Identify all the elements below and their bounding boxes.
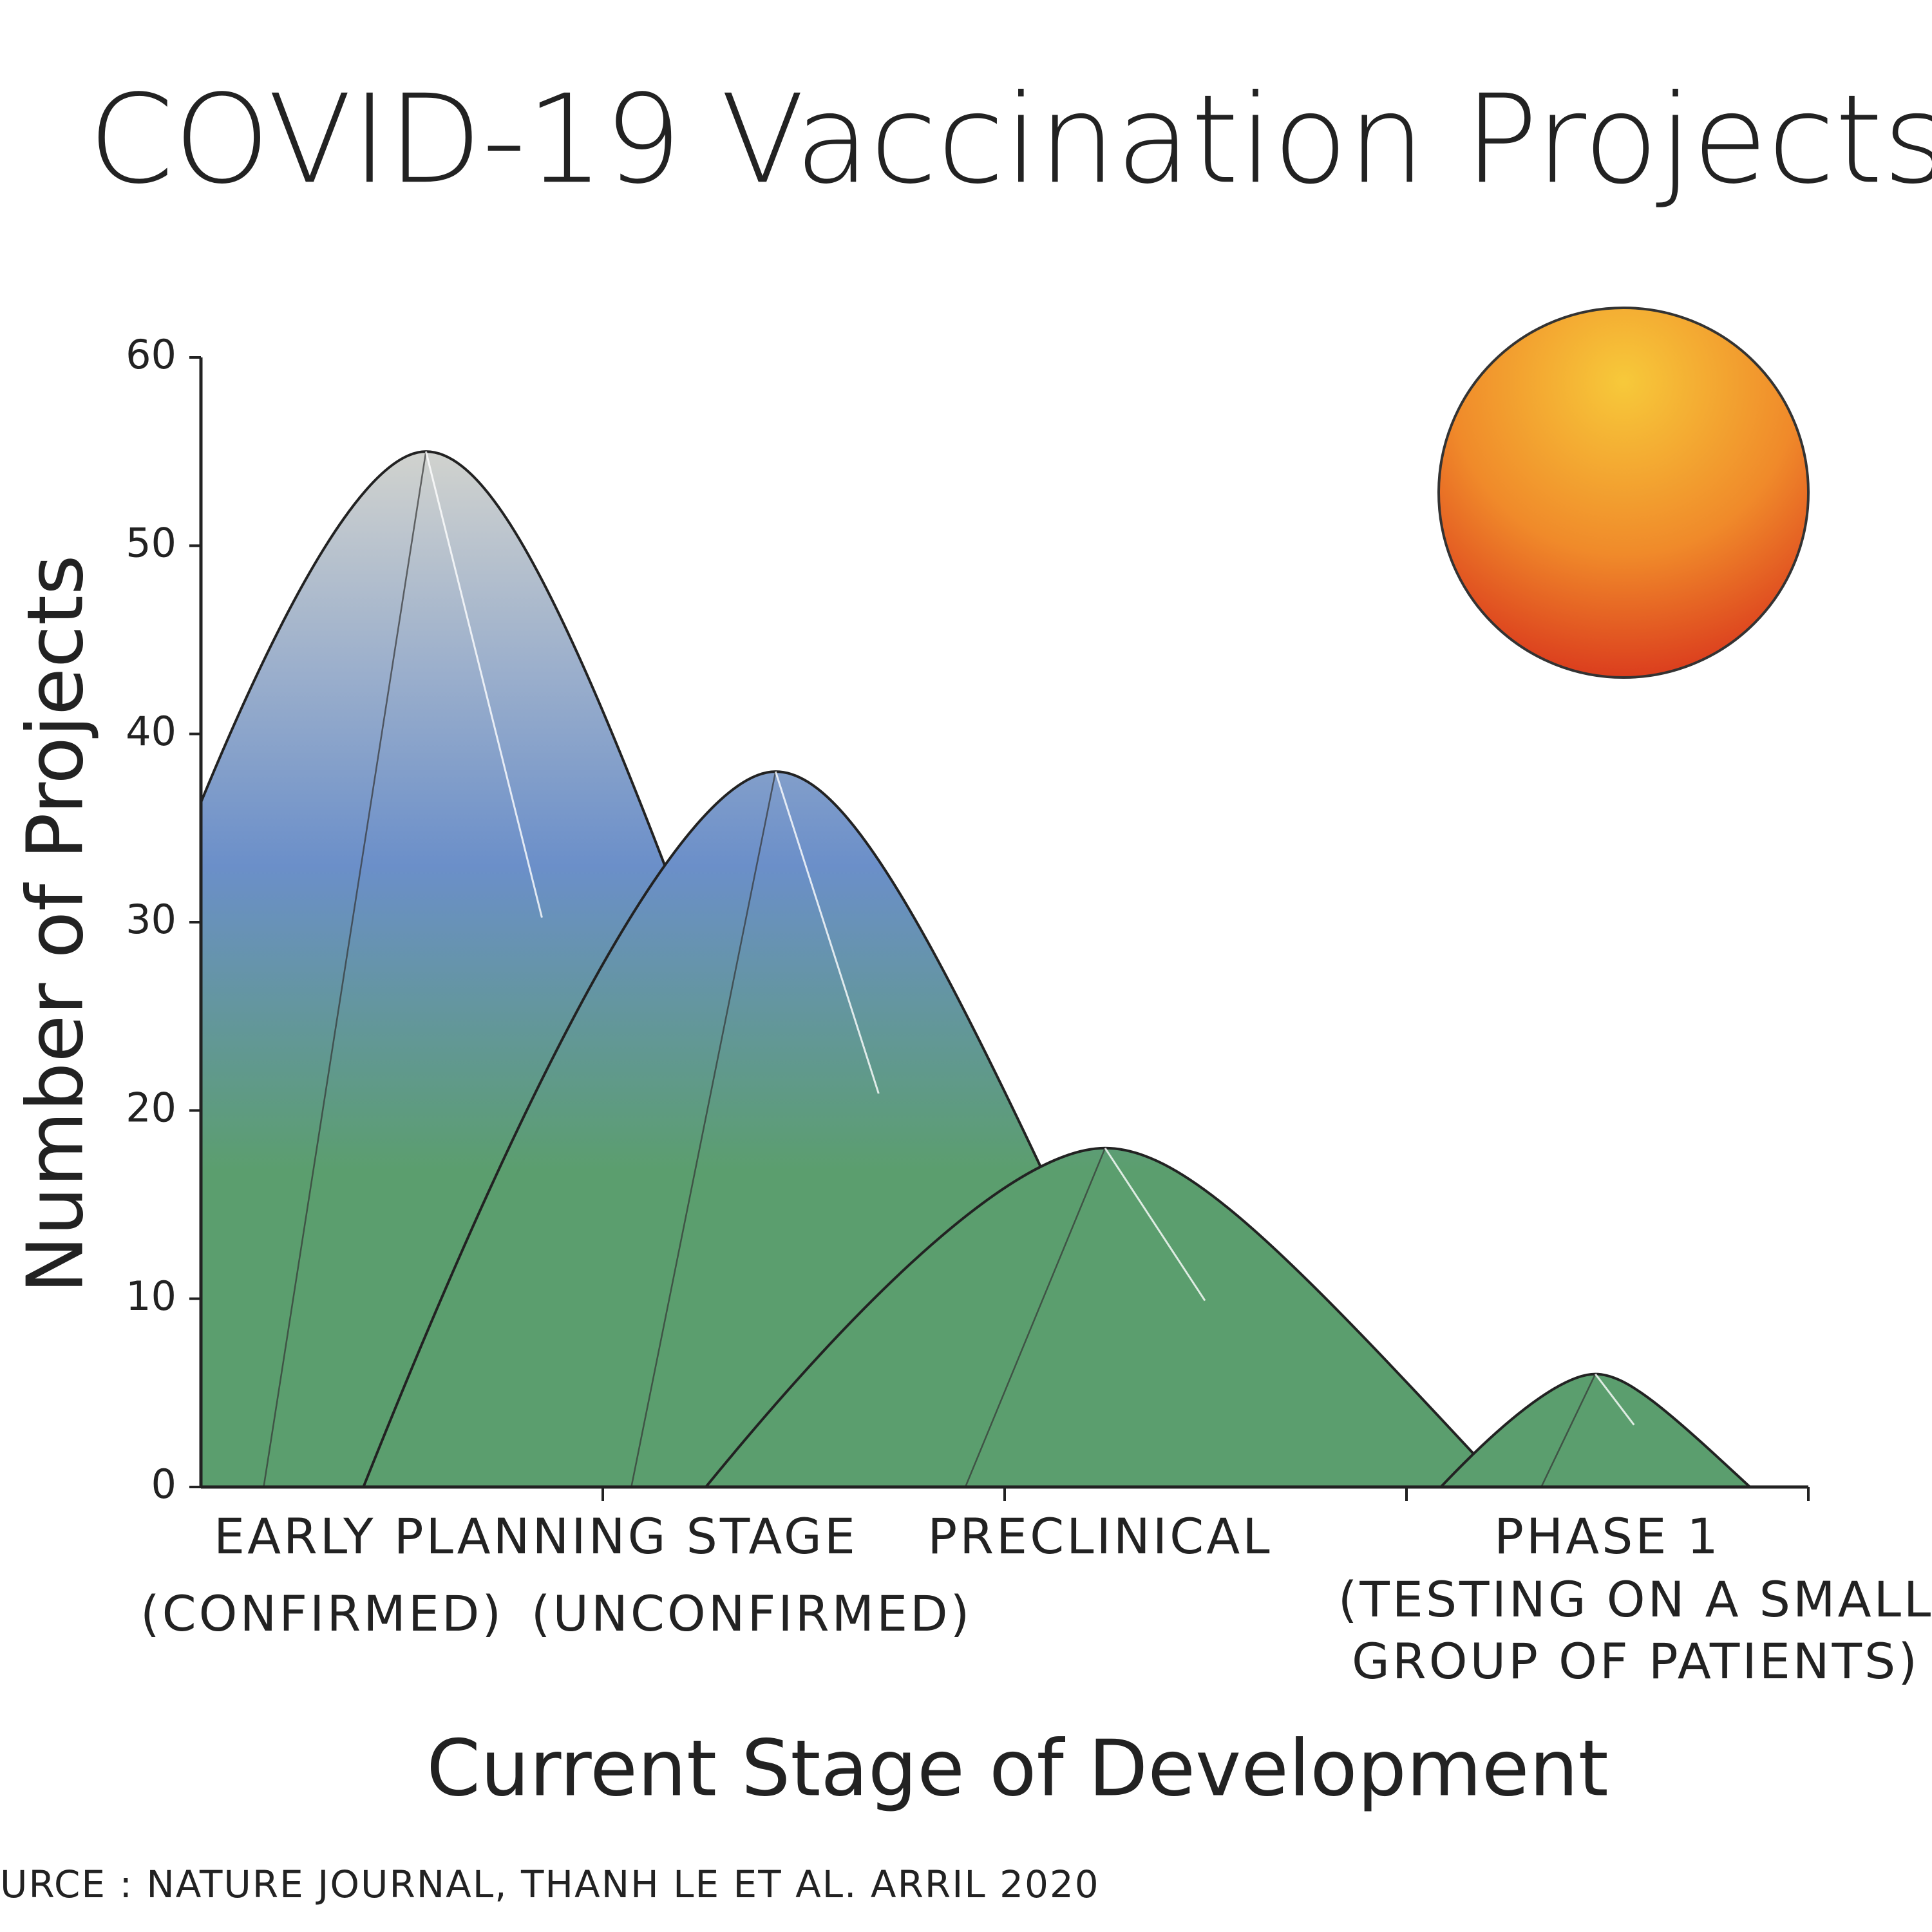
mountain-ridge <box>1540 1374 1596 1487</box>
y-tick-label: 60 <box>126 331 176 378</box>
mountain-ridge <box>630 771 777 1487</box>
sun <box>1437 307 1810 679</box>
source: URCE : NATURE JOURNAL, THANH LE ET AL. A… <box>0 1862 1100 1906</box>
group-label: EARLY PLANNING STAGE <box>214 1508 858 1565</box>
category-note: (TESTING ON A SMALL <box>1338 1571 1932 1628</box>
y-tick-label: 50 <box>126 519 176 566</box>
mountain-snow <box>1104 1147 1206 1302</box>
y-axis-title: Number of Projects <box>12 554 101 1293</box>
mountain-snow <box>1595 1373 1635 1426</box>
mountain-ridge <box>964 1148 1106 1487</box>
y-tick-label: 20 <box>126 1084 176 1131</box>
x-tick-label: (CONFIRMED) <box>140 1585 504 1642</box>
y-tick-label: 0 <box>151 1461 176 1508</box>
plot-area <box>201 450 1752 1487</box>
mountain-snow <box>424 451 543 918</box>
x-axis-title: Current Stage of Development <box>426 1725 1608 1814</box>
y-tick-label: 40 <box>126 708 176 755</box>
y-tick-label: 10 <box>126 1273 176 1320</box>
mountain-snow <box>774 771 880 1094</box>
mountain <box>1439 1372 1752 1487</box>
chart-title: COVID-19 Vaccination Projects <box>88 68 1932 211</box>
y-tick-label: 30 <box>126 896 176 943</box>
x-tick-label: PHASE 1 <box>1494 1508 1721 1565</box>
category-note: GROUP OF PATIENTS) <box>1352 1633 1920 1690</box>
x-tick-label: (UNCONFIRMED) <box>531 1585 972 1642</box>
mountain-ridge <box>263 451 427 1487</box>
x-tick-label: PRECLINICAL <box>927 1508 1272 1565</box>
